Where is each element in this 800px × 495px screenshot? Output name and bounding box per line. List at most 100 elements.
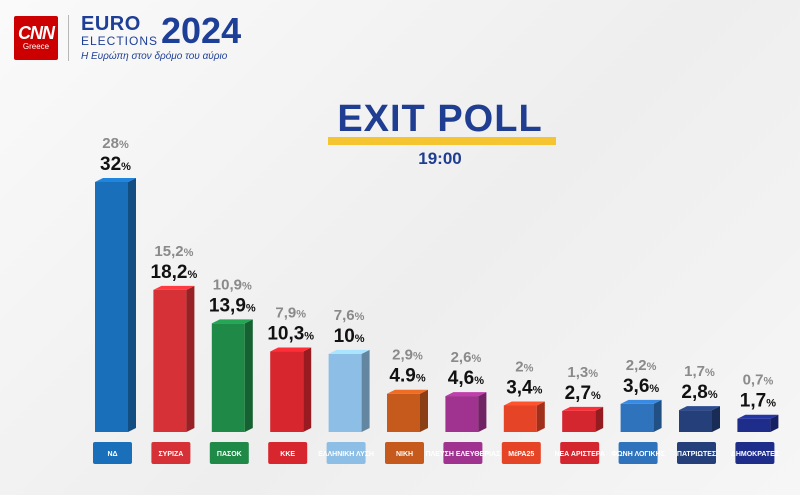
party-badge: ΣΥΡΙΖΑ	[151, 442, 191, 464]
exit-poll-value-label: 2,2%	[626, 357, 657, 374]
cnn-greece-logo: CNN Greece	[14, 16, 58, 60]
exit-poll-value-label: 1,3%	[567, 364, 598, 381]
bar-7	[445, 392, 487, 432]
bar-side	[303, 347, 312, 432]
party-badge: ΔΗΜΟΚΡΑΤΕΣ	[731, 442, 779, 464]
bar-side	[770, 414, 779, 432]
cnn-logo-text: CNN	[18, 23, 55, 43]
bar-top	[620, 399, 662, 404]
party-name: ΝΙΚΗ	[396, 451, 413, 458]
bar-top	[562, 406, 604, 411]
bar-side	[595, 406, 604, 432]
bar-front	[153, 289, 187, 432]
party-name: ΠΑΣΟΚ	[217, 451, 242, 458]
header-divider	[68, 15, 69, 61]
bar-9	[562, 406, 604, 432]
party-badge: ΠΑΤΡΙΩΤΕΣ	[677, 442, 716, 464]
real-value-label: 3,4%	[506, 377, 542, 398]
party-badge-bg	[677, 442, 716, 464]
party-badge-bg	[268, 442, 308, 464]
euro-elections-brand: EURO ELECTIONS 2024 Η Ευρώπη στον δρόμο …	[81, 13, 241, 63]
bar-10	[620, 399, 662, 432]
real-value-label: 10%	[334, 326, 365, 347]
real-value-label: 2,7%	[565, 383, 601, 404]
bar-top	[503, 401, 545, 406]
party-name: ΠΛΕΥΣΗ ΕΛΕΥΘΕΡΙΑΣ	[426, 451, 501, 458]
exit-poll-value-label: 7,9%	[275, 305, 306, 322]
party-name: ΣΥΡΙΖΑ	[158, 451, 183, 458]
bar-front	[737, 418, 771, 432]
party-badge: ΦΩΝΗ ΛΟΓΙΚΗΣ	[611, 442, 665, 464]
party-name: ΜέΡΑ25	[508, 451, 534, 458]
exit-poll-value-label: 2,9%	[392, 347, 423, 364]
party-name: ΝΕΑ ΑΡΙΣΤΕΡΑ	[554, 451, 604, 458]
poll-time: 19:00	[418, 149, 462, 168]
bar-8	[503, 401, 545, 432]
exit-poll-value-label: 0,7%	[743, 372, 774, 389]
real-value-label: 2,8%	[681, 382, 717, 403]
bar-side	[536, 401, 545, 432]
bar-side	[478, 392, 487, 432]
bar-top	[737, 414, 779, 419]
party-badges-layer: ΝΔ ΣΥΡΙΖΑ ΠΑΣΟΚ ΚΚΕ ΕΛΛΗΝΙΚΗ ΛΥΣΗ ΝΙΚΗ ΠΛΕΥΣΗ …	[93, 442, 779, 464]
party-badge: ΕΛΛΗΝΙΚΗ ΛΥΣΗ	[318, 442, 374, 464]
party-badge: ΚΚΕ	[268, 442, 308, 464]
bar-top	[95, 178, 136, 182]
bar-front	[328, 353, 362, 432]
party-name: ΦΩΝΗ ΛΟΓΙΚΗΣ	[611, 451, 665, 458]
bar-front	[387, 393, 420, 432]
bar-top	[211, 319, 253, 324]
party-badge-bg	[93, 442, 132, 464]
party-name: ΝΔ	[107, 451, 117, 458]
real-value-label: 3,6%	[623, 376, 659, 397]
real-value-label: 4,6%	[448, 368, 484, 389]
bar-4	[270, 347, 312, 432]
bar-1	[95, 178, 136, 432]
bar-2	[153, 285, 195, 432]
party-badge: ΠΛΕΥΣΗ ΕΛΕΥΘΕΡΙΑΣ	[426, 442, 501, 464]
party-name: ΠΑΤΡΙΩΤΕΣ	[677, 451, 716, 458]
party-badge-bg	[501, 442, 541, 464]
bar-front	[620, 403, 654, 432]
exit-poll-value-label: 10,9%	[213, 276, 252, 293]
exit-poll-value-label: 28%	[102, 135, 129, 152]
brand-tagline: Η Ευρώπη στον δρόμο του αύριο	[81, 51, 228, 62]
bar-top	[679, 406, 720, 411]
bar-11	[679, 406, 720, 432]
party-badge-bg	[209, 442, 249, 464]
bar-6	[387, 389, 428, 432]
bar-12	[737, 414, 779, 432]
header: CNN Greece EURO ELECTIONS 2024 Η Ευρώπη …	[14, 10, 241, 66]
party-name: ΕΛΛΗΝΙΚΗ ΛΥΣΗ	[318, 451, 374, 458]
bar-top	[270, 347, 312, 352]
title-underline	[328, 137, 556, 145]
party-badge: ΝΙΚΗ	[385, 442, 424, 464]
bar-front	[270, 351, 304, 432]
bars-layer	[95, 178, 779, 432]
party-badge-bg	[618, 442, 658, 464]
bar-top	[387, 389, 428, 394]
brand-elections: ELECTIONS	[81, 34, 159, 48]
party-badge: ΝΔ	[93, 442, 132, 464]
bar-side	[128, 178, 136, 432]
exit-poll-value-label: 2,6%	[451, 349, 482, 366]
bar-top	[153, 285, 195, 290]
party-badge: ΝΕΑ ΑΡΙΣΤΕΡΑ	[554, 442, 605, 464]
bar-top	[328, 349, 370, 354]
exit-poll-value-label: 15,2%	[154, 243, 193, 260]
real-value-label: 32%	[100, 154, 131, 175]
party-name: ΔΗΜΟΚΡΑΤΕΣ	[731, 451, 779, 458]
bar-front	[95, 182, 128, 432]
real-value-label: 1,7%	[740, 391, 776, 412]
bar-front	[445, 396, 479, 432]
bar-side	[186, 285, 195, 432]
bar-5	[328, 349, 370, 432]
bar-front	[679, 410, 712, 432]
bar-front	[211, 323, 245, 432]
party-name: ΚΚΕ	[280, 451, 295, 458]
bar-side	[653, 399, 662, 432]
cnn-region-text: Greece	[22, 42, 50, 51]
real-value-label: 18,2%	[151, 262, 198, 283]
real-value-label: 4.9%	[389, 366, 425, 387]
